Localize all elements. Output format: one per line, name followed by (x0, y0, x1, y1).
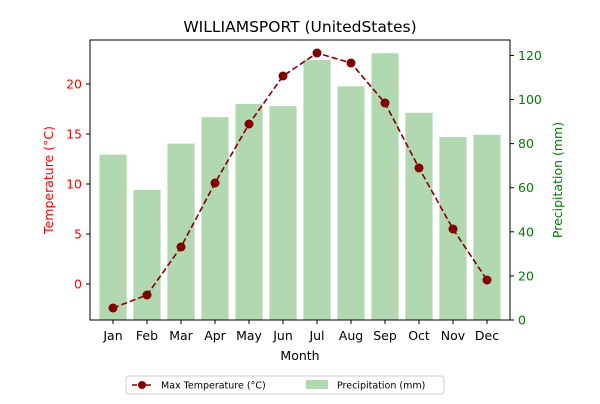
temperature-line-layer (108, 48, 492, 313)
legend-box (125, 375, 445, 395)
temperature-point-jul (312, 48, 322, 58)
x-axis-label: Month (280, 348, 319, 363)
legend-temperature-label: Max Temperature (°C) (161, 381, 266, 392)
x-tick-label: Jan (102, 328, 122, 343)
x-tick-label: May (236, 328, 262, 343)
x-tick-label: Mar (169, 328, 193, 343)
temperature-point-jun (278, 71, 288, 81)
temperature-point-may (244, 119, 254, 129)
y-left-axis-label: Temperature (°C) (41, 126, 56, 235)
temperature-point-dec (482, 275, 492, 285)
axes-layer: Jan Feb Mar Apr May Jun Jul Aug Sep Oct Nov Dec 0 5 10… (41, 39, 565, 343)
precipitation-bar-jul (303, 59, 331, 320)
x-tick-label: Nov (441, 328, 466, 343)
y-left-tick-label: 0 (74, 277, 82, 292)
legend: Max Temperature (°C) Precipitation (mm) (125, 375, 445, 395)
plot-frame (89, 39, 511, 321)
x-tick-label: Aug (339, 328, 363, 343)
y-right-tick-label: 20 (518, 268, 534, 283)
temperature-point-apr (210, 178, 220, 188)
x-tick-label: Jun (272, 328, 293, 343)
temperature-point-feb (142, 290, 152, 300)
legend-temperature-marker (138, 381, 146, 389)
precipitation-bars (99, 53, 501, 321)
precipitation-bar-oct (405, 112, 433, 320)
precipitation-bar-dec (473, 134, 501, 320)
y-right-tick-label: 60 (518, 180, 534, 195)
x-tick-label: Dec (475, 328, 499, 343)
x-tick-label: Oct (408, 328, 430, 343)
y-right-tick-label: 40 (518, 224, 534, 239)
precipitation-bar-mar (167, 143, 195, 320)
temperature-point-sep (380, 98, 390, 108)
y-right-tick-label: 120 (518, 48, 542, 63)
y-right-tick-label: 80 (518, 136, 534, 151)
precipitation-bar-jun (269, 106, 297, 321)
y-left-tick-label: 20 (66, 77, 82, 92)
temperature-point-nov (448, 224, 458, 234)
temperature-point-jan (108, 303, 118, 313)
precipitation-bar-jan (99, 154, 127, 320)
chart-title: WILLIAMSPORT (UnitedStates) (183, 18, 416, 36)
temperature-point-oct (414, 163, 424, 173)
y-right-tick-label: 100 (518, 92, 542, 107)
x-tick-label: Jul (308, 328, 324, 343)
x-tick-label: Apr (204, 328, 226, 343)
precipitation-bar-apr (201, 117, 229, 321)
x-tick-label: Feb (136, 328, 158, 343)
precipitation-bar-sep (371, 53, 399, 321)
y-right-axis-label: Precipitation (mm) (550, 122, 565, 238)
temperature-point-aug (346, 58, 356, 68)
precipitation-bar-may (235, 103, 263, 320)
precipitation-bar-aug (337, 86, 365, 320)
y-left-tick-label: 5 (74, 227, 82, 242)
legend-precipitation-swatch (306, 380, 328, 389)
y-left-tick-label: 15 (66, 127, 82, 142)
legend-precipitation-label: Precipitation (mm) (337, 381, 425, 392)
y-left-tick-label: 10 (66, 177, 82, 192)
y-right-tick-label: 0 (518, 313, 526, 328)
temperature-point-mar (176, 242, 186, 252)
precipitation-bar-feb (133, 189, 161, 320)
temperature-line (112, 52, 488, 309)
x-tick-label: Sep (373, 328, 397, 343)
